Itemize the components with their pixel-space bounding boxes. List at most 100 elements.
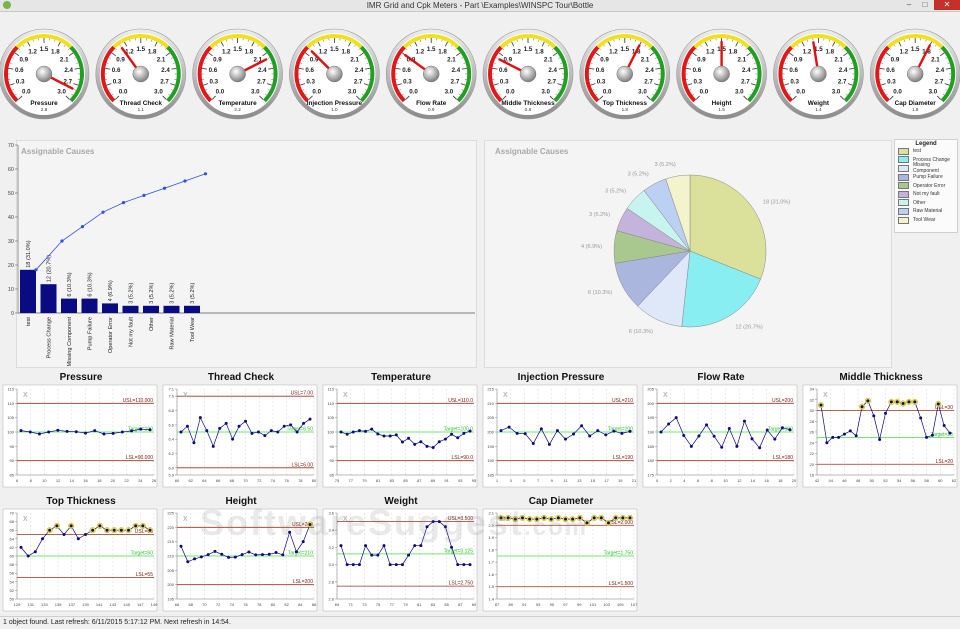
imr-data-point — [268, 553, 271, 556]
imr-data-point — [270, 429, 273, 432]
imr-y-tick-label: 210 — [167, 554, 174, 559]
imr-x-tick-label: 81 — [376, 478, 381, 483]
gauge-tick-label: 2.4 — [936, 67, 945, 74]
pie-slice-label: 3 (5.2%) — [628, 171, 649, 177]
imr-x-tick-label: 54 — [897, 478, 902, 483]
imr-data-point — [949, 432, 952, 435]
gauge-tick-label: 0.0 — [22, 89, 31, 96]
imr-data-point — [713, 435, 716, 438]
imr-y-tick-label: 7.0 — [168, 394, 174, 399]
pareto-y-tick-label: 50 — [8, 191, 14, 197]
imr-x-tick-label: 22 — [124, 478, 129, 483]
watermark: SoftwareSuggest.com — [200, 502, 588, 544]
gauge-tick-label: 2.4 — [355, 67, 364, 74]
imr-target-label: Target=6.50 — [286, 427, 313, 433]
imr-x-tick-label: 58 — [924, 478, 929, 483]
gauge-tick-label: 3.0 — [348, 89, 357, 96]
gauge-tick-label: 0.3 — [790, 79, 799, 86]
imr-data-point — [84, 533, 87, 536]
pareto-cumulative-point — [183, 179, 186, 182]
imr-x-tick-label: 89 — [508, 602, 513, 607]
imr-x-tick-label: 135 — [55, 602, 62, 607]
imr-data-point — [758, 446, 761, 449]
pie-slice-label: 3 (5.2%) — [655, 162, 676, 168]
gauge-tick-label: 0.0 — [603, 89, 612, 96]
imr-data-point — [130, 429, 133, 432]
imr-data-point — [70, 524, 73, 527]
pie-slice-label: 18 (31.0%) — [763, 200, 790, 206]
imr-data-point — [364, 430, 367, 433]
imr-data-point — [47, 431, 50, 434]
legend-swatch — [898, 182, 909, 189]
imr-data-point — [213, 550, 216, 553]
imr-y-tick-label: 215 — [167, 539, 174, 544]
imr-lsl-label: LSL=90.0 — [451, 455, 473, 461]
imr-x-tick-label: 46 — [842, 478, 847, 483]
imr-data-point — [629, 516, 632, 519]
gauge-tick-label: 0.0 — [700, 89, 709, 96]
gauge-tick-label: 0.6 — [789, 67, 798, 74]
imr-data-point — [84, 432, 87, 435]
pareto-bar — [82, 299, 98, 313]
imr-lsl-label: LSL=180 — [773, 455, 793, 461]
pareto-y-tick-label: 20 — [8, 263, 14, 269]
imr-data-point — [127, 529, 130, 532]
imr-data-point — [524, 432, 527, 435]
gauge-tick-label: 1.2 — [706, 49, 715, 56]
pareto-bar-label: 6 (10.3%) — [67, 272, 73, 296]
gauge-tick-label: 2.7 — [547, 79, 556, 86]
imr-x-tick-label: 10 — [42, 478, 47, 483]
minimize-button[interactable]: – — [902, 0, 916, 10]
pie-slice-label: 3 (5.2%) — [589, 212, 610, 218]
imr-usl-label: USL=110.000 — [123, 398, 154, 404]
imr-lsl-label: LSL=200 — [293, 579, 313, 585]
legend-item: test — [895, 147, 957, 156]
imr-y-tick-label: 62 — [10, 545, 15, 550]
gauge-tick-label: 1.2 — [319, 49, 328, 56]
imr-data-point — [469, 563, 472, 566]
imr-data-point — [564, 438, 567, 441]
imr-data-point — [607, 521, 610, 524]
imr-data-point — [516, 432, 519, 435]
imr-data-point — [250, 432, 253, 435]
imr-data-point — [383, 435, 386, 438]
imr-data-point — [352, 563, 355, 566]
imr-data-point — [180, 545, 183, 548]
gauge-label: Weight — [808, 100, 830, 107]
imr-x-tick-label: 60 — [175, 478, 180, 483]
pareto-bar-label: 4 (6.9%) — [108, 280, 114, 301]
imr-x-tick-label: 147 — [137, 602, 144, 607]
gauge-knob — [230, 66, 246, 82]
imr-frame — [163, 385, 317, 487]
maximize-button[interactable]: □ — [918, 0, 932, 10]
imr-data-point — [432, 446, 435, 449]
imr-data-point — [134, 524, 137, 527]
gauge-label: Injection Pressure — [307, 100, 363, 107]
close-button[interactable]: ✕ — [934, 0, 960, 10]
imr-data-point — [837, 436, 840, 439]
imr-data-point — [925, 436, 928, 439]
imr-y-tick-label: 205 — [647, 387, 654, 392]
imr-data-point — [682, 434, 685, 437]
imr-y-tick-label: 100 — [327, 430, 334, 435]
imr-data-point — [20, 429, 23, 432]
imr-data-point — [413, 443, 416, 446]
imr-x-tick-label: 143 — [110, 602, 117, 607]
legend-label: Missing Component — [913, 162, 957, 174]
imr-y-tick-label: 110 — [328, 401, 335, 406]
imr-data-point — [913, 400, 916, 403]
imr-y-tick-label: 30 — [810, 408, 815, 413]
legend-swatch — [898, 148, 909, 155]
imr-data-point — [261, 553, 264, 556]
gauge-label: Flow Rate — [416, 100, 447, 107]
imr-data-point — [588, 435, 591, 438]
gauge-tick-label: 3.0 — [832, 89, 841, 96]
imr-x-marker: X — [503, 392, 508, 399]
imr-x-marker: X — [663, 392, 668, 399]
imr-x-tick-label: 85 — [403, 478, 408, 483]
imr-data-point — [728, 427, 731, 430]
